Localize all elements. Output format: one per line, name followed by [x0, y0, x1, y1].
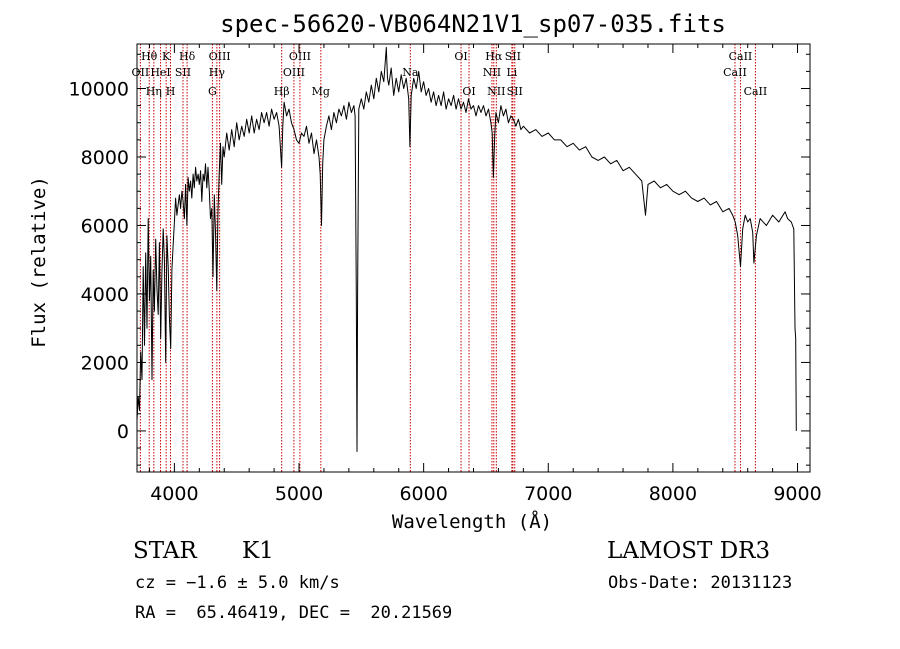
plot-frame: [136, 43, 811, 473]
spectral-line-label: Hγ: [209, 66, 226, 79]
x-axis-label: Wavelength (Å): [392, 510, 552, 533]
spectral-line-label: SII: [175, 66, 191, 79]
object-subclass: K1: [242, 538, 274, 564]
spectral-line-label: SII: [507, 85, 523, 98]
spectral-line-label: OIII: [283, 66, 305, 79]
spectral-line-label: HeI: [150, 66, 170, 79]
spectral-line-label: SII: [505, 50, 521, 63]
y-tick-label: 2000: [81, 352, 129, 374]
spectrum-series: [136, 46, 797, 452]
spectral-line-label: Li: [506, 66, 517, 79]
spectral-line-label: Hθ: [141, 50, 158, 63]
y-tick-label: 0: [117, 421, 129, 443]
observation-date: Obs-Date: 20131123: [608, 573, 793, 593]
y-tick-label: 10000: [69, 79, 129, 101]
x-tick-label: 6000: [399, 483, 447, 505]
spectral-line-label: Hη: [146, 85, 162, 98]
spectral-line-label: Hα: [485, 50, 503, 63]
chart-title: spec-56620-VB064N21V1_sp07-035.fits: [220, 10, 726, 38]
y-tick-label: 8000: [81, 147, 129, 169]
spectral-line-label: CaII: [729, 50, 753, 63]
spectral-line-label: OI: [462, 85, 475, 98]
coordinates: RA = 65.46419, DEC = 20.21569: [135, 603, 453, 623]
spectral-line-label: OIII: [289, 50, 311, 63]
object-class: STAR: [133, 538, 197, 564]
spectral-line-label: CaII: [744, 85, 768, 98]
spectral-line-label: Hδ: [179, 50, 196, 63]
spectral-line-label: NII: [487, 85, 505, 98]
x-tick-label: 8000: [649, 483, 697, 505]
spectral-line-label: OI: [454, 50, 467, 63]
x-tick-label: 7000: [524, 483, 572, 505]
spectral-line-label: Hβ: [274, 85, 290, 98]
x-tick-label: 5000: [275, 483, 323, 505]
spectral-line-label: H: [166, 85, 176, 98]
spectrum-line-0: [136, 46, 797, 452]
spectral-line-labels: Hθ OII Hη K HeI H SII Hδ OIII Hγ G Hβ OIII OIII Mg Na OI…: [132, 50, 768, 98]
spectral-line-label: K: [162, 50, 171, 63]
y-tick-label: 4000: [81, 284, 129, 306]
redshift-velocity: cz = −1.6 ± 5.0 km/s: [135, 573, 340, 593]
x-tick-labels: 4000 5000 6000 7000 8000 9000: [150, 483, 822, 505]
spectral-line-label: G: [208, 85, 217, 98]
spectral-line-label: Mg: [312, 85, 330, 98]
axis-ticks: [137, 44, 810, 472]
x-tick-label: 4000: [150, 483, 198, 505]
spectral-line-label: Na: [402, 66, 419, 79]
spectral-line-markers: [139, 44, 756, 472]
spectral-line-label: OIII: [209, 50, 231, 63]
y-axis-label: Flux (relative): [28, 176, 50, 348]
survey-name: LAMOST DR3: [607, 538, 771, 564]
y-tick-label: 6000: [81, 215, 129, 237]
spectral-line-label: NII: [483, 66, 501, 79]
y-tick-labels: 0 2000 4000 6000 8000 10000: [69, 79, 129, 443]
spectral-line-label: CaII: [723, 66, 747, 79]
x-tick-label: 9000: [773, 483, 821, 505]
spectral-line-label: OII: [132, 66, 150, 79]
